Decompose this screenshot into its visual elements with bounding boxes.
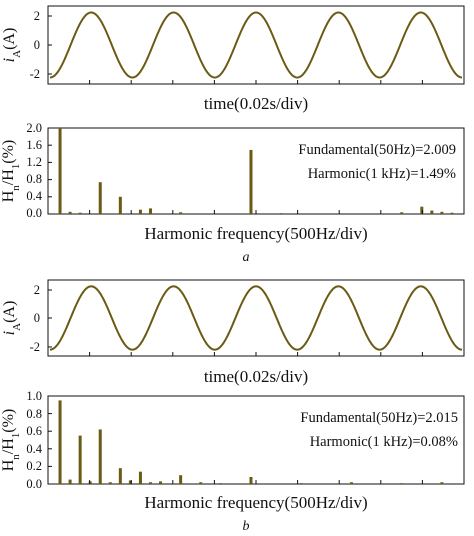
harmonic-bar [279, 213, 283, 214]
x-ticks [48, 144, 423, 214]
x-axis-label: time(0.02s/div) [204, 94, 308, 113]
annotation-fundamental: Fundamental(50Hz)=2.009 [298, 142, 456, 158]
x-ticks [89, 352, 423, 356]
harmonic-bar [78, 435, 82, 484]
harmonic-bar [78, 212, 82, 214]
harmonic-bar [450, 212, 454, 214]
harmonic-bar [68, 479, 72, 484]
y-label-sub-1: 1 [10, 433, 22, 439]
current-waveform-line [49, 285, 463, 351]
y-axis-label: iA(A) [1, 28, 23, 63]
y-label-main: i [1, 331, 18, 335]
harmonic-bar [58, 128, 62, 214]
harmonic-bar [349, 482, 353, 484]
y-axis-label: Hn/H1(%) [0, 409, 22, 472]
harmonic-bar [58, 400, 62, 484]
annotation-harmonic: Harmonic(1 kHz)=0.08% [310, 434, 458, 450]
y-tick-label: 1.0 [26, 389, 42, 403]
y-label-main: H [0, 190, 17, 202]
y-tick-label: 0 [34, 311, 40, 325]
harmonic-bar [400, 483, 404, 484]
y-label-main: H [0, 459, 17, 471]
harmonic-bar [118, 196, 122, 214]
harmonic-bar [179, 212, 183, 214]
harmonic-bar [108, 482, 112, 484]
y-tick-label: 0.0 [26, 206, 42, 220]
harmonic-bar [179, 475, 183, 484]
harmonic-bar [430, 210, 434, 214]
harmonic-bar [400, 212, 404, 214]
y-tick-label: 2 [34, 283, 40, 297]
y-label-sep: /H [0, 438, 17, 454]
harmonic-bars [58, 400, 444, 484]
y-tick-label: -2 [30, 340, 40, 354]
y-tick-label: 1.6 [26, 138, 42, 152]
harmonic-bar [98, 429, 102, 484]
harmonic-bar [118, 468, 122, 484]
y-label-unit: (A) [1, 28, 18, 50]
x-ticks [89, 80, 423, 84]
y-tick-label: 0.4 [26, 442, 42, 456]
spectrum-chart: 1.0 0.8 0.6 0.4 0.2 0.0 Fundamental(50Hz… [0, 389, 465, 512]
y-label-sub: A [11, 323, 23, 331]
panel-label: a [243, 250, 250, 265]
harmonic-bar [420, 206, 424, 214]
x-ticks [48, 413, 423, 484]
harmonic-bar [128, 480, 132, 484]
y-axis-label: iA(A) [1, 301, 23, 336]
panel-b: 2 0 -2 iA(A) time(0.02s/div) 1.0 0.8 0.6… [0, 279, 465, 534]
current-waveform-line [49, 11, 463, 79]
y-tick-label: 0.8 [26, 407, 42, 421]
y-label-sub: A [11, 50, 23, 58]
harmonic-bar [98, 182, 102, 214]
y-tick-label: 0.0 [26, 477, 42, 491]
y-tick-label: 0.4 [26, 189, 42, 203]
harmonic-bar [148, 208, 152, 214]
x-axis-label: Harmonic frequency(500Hz/div) [144, 224, 367, 243]
plot-frame [47, 5, 465, 85]
waveform-chart: 2 0 -2 iA(A) time(0.02s/div) [1, 279, 465, 386]
y-tick-label: 2 [34, 9, 40, 23]
annotation-fundamental: Fundamental(50Hz)=2.015 [300, 410, 458, 426]
harmonic-bar [68, 211, 72, 214]
y-label-unit: (%) [0, 409, 17, 433]
harmonic-bar [199, 482, 203, 484]
y-tick-label: 1.2 [26, 155, 42, 169]
harmonic-bar [249, 149, 253, 214]
y-axis-label: Hn/H1(%) [0, 140, 22, 203]
y-tick-label: 2.0 [26, 121, 42, 135]
y-label-sub-1: 1 [10, 164, 22, 170]
x-axis-label: time(0.02s/div) [204, 367, 308, 386]
panel-a: 2 0 -2 iA(A) time(0.02s/div) 2.0 1.6 1.2… [0, 5, 465, 265]
plot-frame [47, 279, 465, 357]
y-tick-label: 0 [34, 38, 40, 52]
y-tick-label: 0.8 [26, 172, 42, 186]
harmonic-bar [299, 483, 303, 484]
harmonic-bar [440, 482, 444, 484]
annotation-harmonic: Harmonic(1 kHz)=1.49% [308, 166, 456, 182]
x-axis-label: Harmonic frequency(500Hz/div) [144, 493, 367, 512]
panel-label: b [243, 519, 250, 534]
y-tick-label: 0.2 [26, 459, 42, 473]
y-label-unit: (A) [1, 301, 18, 323]
harmonic-bar [138, 209, 142, 214]
harmonic-bar [138, 471, 142, 484]
y-tick-label: 0.6 [26, 424, 42, 438]
y-label-sub-n: n [10, 454, 22, 460]
harmonic-bars [58, 128, 454, 214]
harmonic-bar [88, 481, 92, 484]
harmonic-bar [440, 211, 444, 214]
harmonic-bar [249, 476, 253, 484]
waveform-chart: 2 0 -2 iA(A) time(0.02s/div) [1, 5, 465, 113]
harmonic-bar [148, 482, 152, 484]
y-tick-label: -2 [30, 67, 40, 81]
y-label-main: i [1, 58, 18, 62]
harmonic-bar [219, 483, 223, 484]
harmonic-bar [159, 481, 163, 484]
y-label-sep: /H [0, 169, 17, 185]
spectrum-chart: 2.0 1.6 1.2 0.8 0.4 0.0 Fundamental(50Hz… [0, 121, 465, 243]
y-label-unit: (%) [0, 140, 17, 164]
y-label-sub-n: n [10, 185, 22, 191]
